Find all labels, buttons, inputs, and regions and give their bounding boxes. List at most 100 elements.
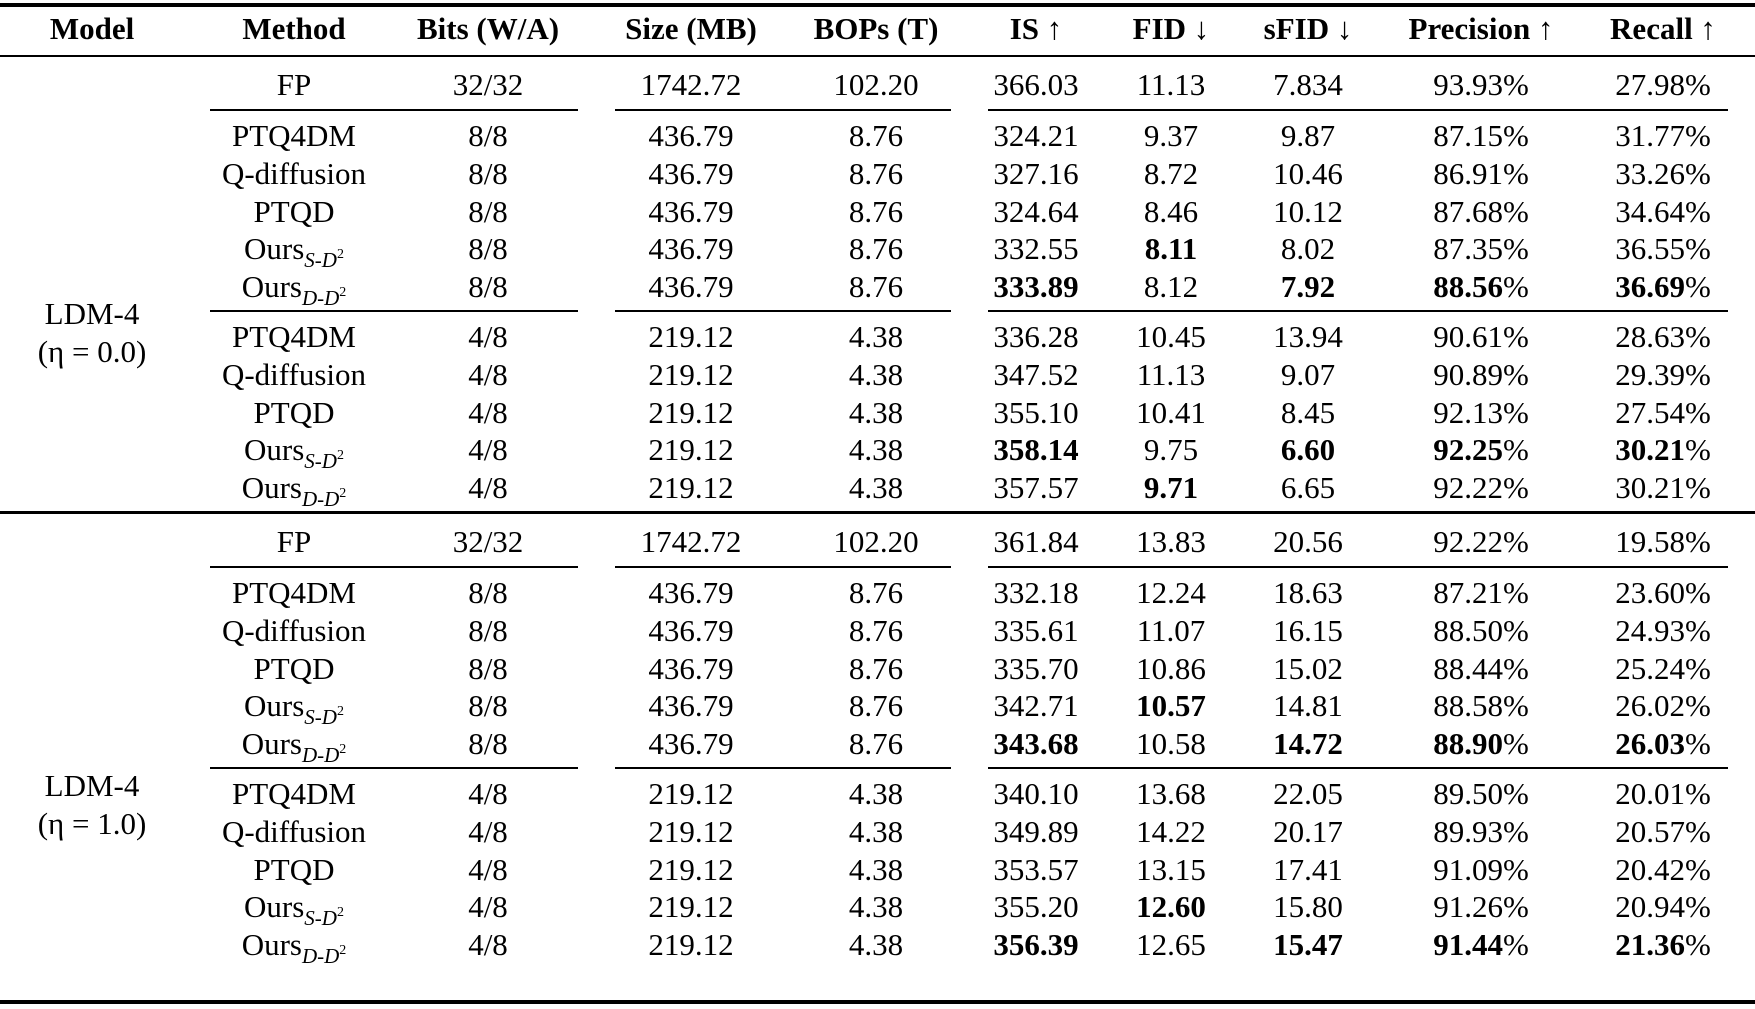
fid-cell: 12.65	[1136, 927, 1206, 963]
bops-cell: 8.76	[848, 612, 904, 648]
sfid-cell: 15.80	[1273, 889, 1343, 925]
method-cell: PTQD	[253, 193, 335, 229]
recall-cell: 33.26%	[1615, 155, 1711, 191]
sfid-cell: 6.60	[1280, 432, 1336, 468]
is-cell: 332.18	[993, 575, 1079, 610]
precision-cell: 92.22%	[1433, 524, 1529, 559]
sfid-cell: 9.07	[1280, 356, 1336, 392]
header-model: Model	[49, 11, 135, 46]
precision-cell: 88.44%	[1433, 650, 1529, 686]
recall-cell: 24.93%	[1615, 612, 1711, 648]
method-cell: OursS-D2	[244, 688, 344, 730]
precision-cell: 93.93%	[1433, 67, 1529, 102]
sfid-cell: 16.15	[1273, 612, 1343, 648]
size-cell: 219.12	[648, 813, 734, 849]
size-cell: 436.79	[648, 118, 734, 153]
bits-cell: 4/8	[468, 432, 508, 468]
precision-cell: 92.25%	[1433, 432, 1529, 468]
recall-cell: 25.24%	[1615, 650, 1711, 686]
fid-cell: 13.68	[1136, 776, 1206, 811]
precision-cell: 90.61%	[1433, 319, 1529, 354]
cmidrule	[615, 109, 951, 111]
bits-cell: 8/8	[468, 688, 508, 724]
bits-cell: 4/8	[468, 394, 508, 430]
fid-cell: 8.11	[1144, 231, 1198, 267]
group-rule	[0, 511, 1755, 514]
cmidrule	[210, 566, 578, 568]
precision-cell: 88.50%	[1433, 612, 1529, 648]
is-cell: 357.57	[993, 470, 1079, 506]
model-label: LDM-4 (η = 1.0)	[37, 768, 147, 841]
method-cell: FP	[276, 67, 312, 102]
bits-cell: 8/8	[468, 726, 508, 762]
method-cell: Q-diffusion	[221, 612, 367, 648]
bops-cell: 4.38	[848, 432, 904, 468]
cmidrule	[615, 310, 951, 312]
precision-cell: 91.26%	[1433, 889, 1529, 925]
cmidrule	[988, 767, 1728, 769]
bops-cell: 4.38	[848, 319, 904, 354]
sfid-cell: 8.02	[1280, 231, 1336, 267]
sfid-cell: 18.63	[1273, 575, 1343, 610]
is-cell: 327.16	[993, 155, 1079, 191]
recall-cell: 19.58%	[1615, 524, 1711, 559]
top-rule	[0, 3, 1755, 7]
precision-cell: 87.68%	[1433, 193, 1529, 229]
fid-cell: 10.58	[1136, 726, 1206, 762]
fid-cell: 12.60	[1136, 889, 1206, 925]
is-cell: 342.71	[993, 688, 1079, 724]
bops-cell: 4.38	[848, 813, 904, 849]
is-cell: 355.10	[993, 394, 1079, 430]
bits-cell: 4/8	[468, 851, 508, 887]
precision-cell: 91.44%	[1433, 927, 1529, 963]
sfid-cell: 20.17	[1273, 813, 1343, 849]
header-rule	[0, 55, 1755, 57]
precision-cell: 89.50%	[1433, 776, 1529, 811]
recall-cell: 36.69%	[1615, 269, 1711, 305]
precision-cell: 88.90%	[1433, 726, 1529, 762]
sfid-cell: 14.81	[1273, 688, 1343, 724]
size-cell: 219.12	[648, 927, 734, 963]
bottom-rule	[0, 1000, 1755, 1004]
cmidrule	[210, 767, 578, 769]
is-cell: 349.89	[993, 813, 1079, 849]
size-cell: 219.12	[648, 432, 734, 468]
method-cell: OursD-D2	[241, 726, 347, 768]
precision-cell: 86.91%	[1433, 155, 1529, 191]
precision-cell: 88.58%	[1433, 688, 1529, 724]
recall-cell: 27.54%	[1615, 394, 1711, 430]
is-cell: 335.70	[993, 650, 1079, 686]
model-label: LDM-4 (η = 0.0)	[37, 296, 147, 369]
is-cell: 361.84	[993, 524, 1079, 559]
size-cell: 436.79	[648, 612, 734, 648]
bops-cell: 8.76	[848, 231, 904, 267]
cmidrule	[615, 767, 951, 769]
cmidrule	[988, 566, 1728, 568]
recall-cell: 29.39%	[1615, 356, 1711, 392]
sfid-cell: 15.47	[1273, 927, 1343, 963]
method-cell: OursD-D2	[241, 269, 347, 311]
recall-cell: 23.60%	[1615, 575, 1711, 610]
sfid-cell: 15.02	[1273, 650, 1343, 686]
bits-cell: 4/8	[468, 927, 508, 963]
method-cell: OursD-D2	[241, 927, 347, 969]
method-cell: PTQ4DM	[231, 319, 356, 354]
bits-cell: 8/8	[468, 575, 508, 610]
precision-cell: 91.09%	[1433, 851, 1529, 887]
bops-cell: 4.38	[848, 889, 904, 925]
method-cell: PTQ4DM	[231, 776, 356, 811]
header-method: Method	[242, 11, 346, 46]
method-cell: PTQ4DM	[231, 575, 356, 610]
bops-cell: 4.38	[848, 356, 904, 392]
fid-cell: 11.13	[1136, 67, 1206, 102]
recall-cell: 20.42%	[1615, 851, 1711, 887]
size-cell: 219.12	[648, 470, 734, 506]
size-cell: 219.12	[648, 356, 734, 392]
recall-cell: 20.01%	[1615, 776, 1711, 811]
sfid-cell: 6.65	[1280, 470, 1336, 506]
size-cell: 1742.72	[640, 524, 742, 559]
header-bops: BOPs (T)	[813, 11, 939, 46]
method-cell: Q-diffusion	[221, 155, 367, 191]
bits-cell: 8/8	[468, 155, 508, 191]
recall-cell: 26.02%	[1615, 688, 1711, 724]
